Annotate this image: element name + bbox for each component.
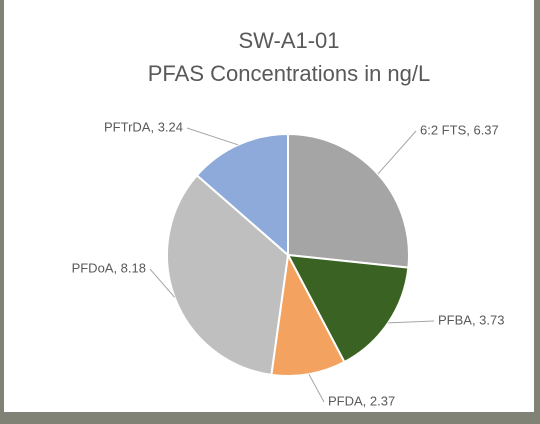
leader-line: [388, 320, 435, 324]
leader-line: [149, 268, 176, 298]
pie-slice: [166, 173, 290, 376]
data-label: PFBA, 3.73: [438, 312, 504, 327]
pie-slice: [287, 132, 410, 269]
leader-line: [377, 130, 417, 175]
chart-subtitle: PFAS Concentrations in ng/L: [148, 61, 431, 86]
pie-slice: [195, 132, 289, 258]
data-label: PFTrDA, 3.24: [104, 119, 183, 134]
data-label: PFDA, 2.37: [328, 393, 395, 408]
leader-line: [308, 373, 325, 403]
leader-line: [186, 127, 239, 146]
chart-title: SW-A1-01: [238, 28, 339, 53]
data-label: PFDoA, 8.18: [72, 260, 146, 275]
data-label: 6:2 FTS, 6.37: [420, 122, 499, 137]
pie-slice: [270, 251, 346, 377]
pie-slice: [286, 253, 410, 364]
